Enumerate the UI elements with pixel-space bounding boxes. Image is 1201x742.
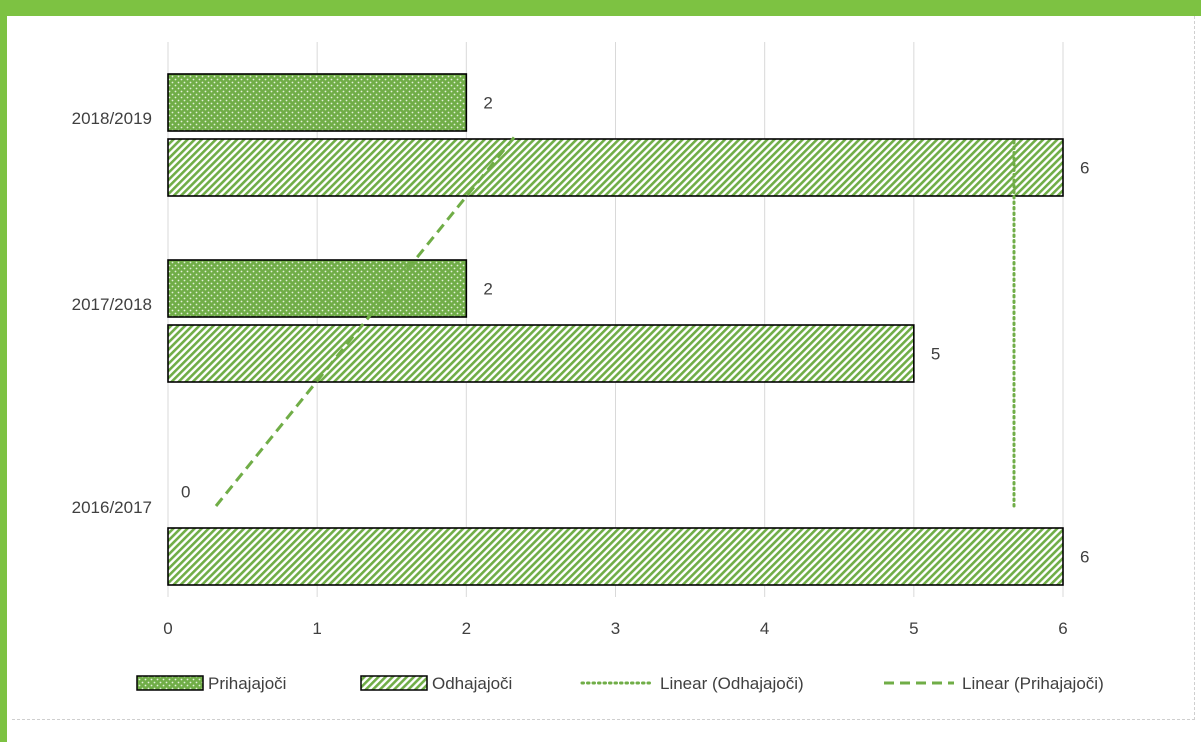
x-tick-label: 1 [312,619,321,638]
data-label: 0 [181,483,190,502]
legend-label: Linear (Prihajajoči) [962,674,1104,693]
x-tick-label: 4 [760,619,769,638]
legend-swatch [360,675,428,691]
category-label: 2018/2019 [72,109,152,128]
x-tick-label: 5 [909,619,918,638]
bar-prihajajoci [167,73,468,132]
frame-left-bar [0,0,7,742]
x-tick-label: 6 [1058,619,1067,638]
bar-odhajajoci [167,138,1064,197]
data-label: 2 [483,94,492,113]
bar-odhajajoci [167,324,915,383]
frame-border [12,16,1195,720]
legend-swatch [136,675,204,691]
legend-label: Prihajajoči [208,674,286,693]
legend-label: Linear (Odhajajoči) [660,674,804,693]
data-label: 6 [1080,159,1089,178]
x-tick-label: 0 [163,619,172,638]
legend-label: Odhajajoči [432,674,512,693]
frame-top-bar [0,0,1201,16]
data-label: 6 [1080,548,1089,567]
x-tick-label: 3 [611,619,620,638]
data-label: 5 [931,345,940,364]
bar-prihajajoci [167,259,468,318]
category-label: 2016/2017 [72,498,152,517]
data-label: 2 [483,280,492,299]
x-tick-label: 2 [462,619,471,638]
bar-odhajajoci [167,527,1064,586]
category-label: 2017/2018 [72,295,152,314]
